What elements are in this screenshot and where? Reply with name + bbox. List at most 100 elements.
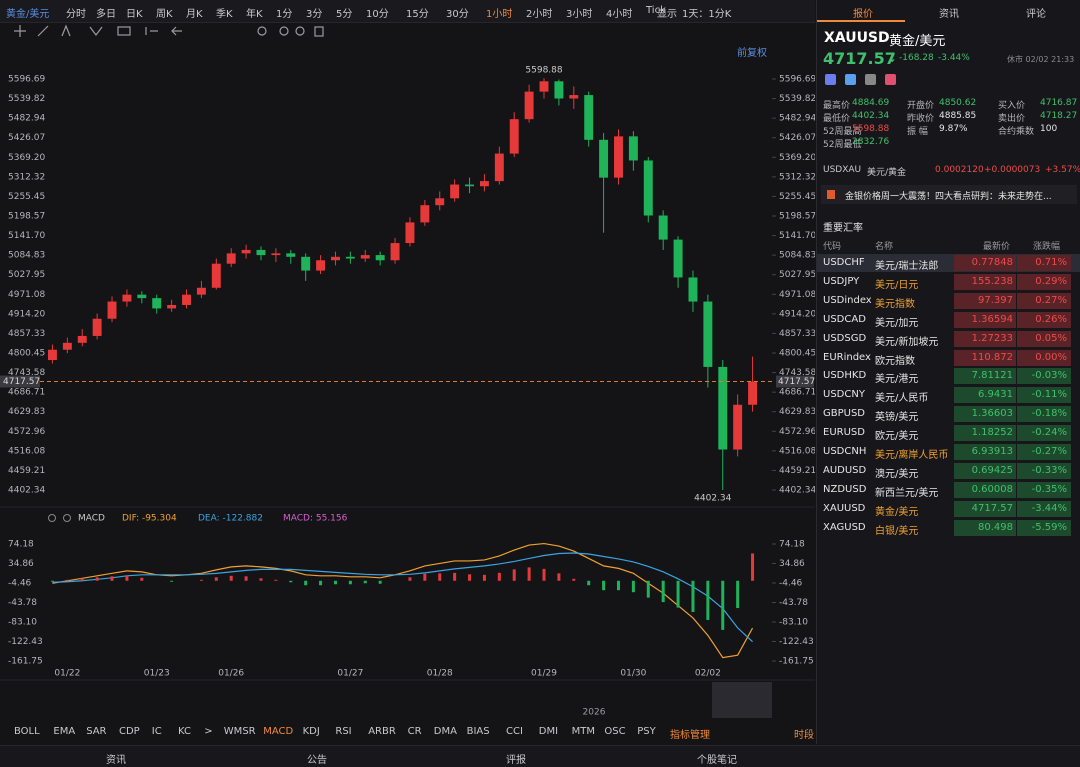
indicator-tab[interactable]: OSC bbox=[604, 726, 626, 737]
row-code[interactable]: USDHKD bbox=[823, 370, 867, 382]
period-tab[interactable]: 1分 bbox=[276, 9, 293, 20]
row-name[interactable]: 美元/新加坡元 bbox=[875, 336, 939, 348]
row-name[interactable]: 美元/港元 bbox=[875, 374, 919, 386]
row-price: 80.498 bbox=[954, 519, 1016, 536]
channel-tool[interactable] bbox=[61, 24, 71, 37]
indicator-manage[interactable]: 指标管理 bbox=[670, 730, 710, 741]
x-tick-label: 01/27 bbox=[337, 669, 363, 679]
period-tab[interactable]: 黄金/美元 bbox=[6, 9, 50, 20]
action-icon[interactable] bbox=[885, 74, 896, 85]
action-icon[interactable] bbox=[845, 74, 856, 85]
measure-tool[interactable] bbox=[145, 27, 158, 35]
move-tool[interactable] bbox=[14, 25, 26, 37]
footer-tab[interactable]: 公告 bbox=[307, 755, 327, 766]
row-code[interactable]: GBPUSD bbox=[823, 408, 866, 420]
action-icon[interactable] bbox=[865, 74, 876, 85]
row-code[interactable]: USDCNH bbox=[823, 446, 867, 457]
period-tab[interactable]: 年K bbox=[246, 9, 263, 20]
indicator-tab[interactable]: CDP bbox=[119, 726, 140, 737]
hide-tool[interactable] bbox=[295, 26, 305, 36]
magnet-tool[interactable] bbox=[257, 26, 267, 36]
row-code[interactable]: NZDUSD bbox=[823, 483, 867, 495]
period-tab[interactable]: 周K bbox=[156, 9, 173, 20]
footer-tab[interactable]: 个股笔记 bbox=[697, 755, 737, 766]
indicator-tab[interactable]: PSY bbox=[637, 726, 656, 737]
row-name[interactable]: 英镑/美元 bbox=[875, 412, 919, 424]
row-code[interactable]: XAGUSD bbox=[823, 521, 866, 533]
row-code[interactable]: EURindex bbox=[823, 351, 871, 363]
panel-tab[interactable]: 资讯 bbox=[939, 9, 959, 20]
period-tab[interactable]: 30分 bbox=[446, 9, 469, 20]
scroll-thumb[interactable] bbox=[712, 682, 772, 718]
indicator-tab[interactable]: > bbox=[204, 726, 213, 737]
row-name[interactable]: 美元/日元 bbox=[875, 279, 919, 291]
period-tab[interactable]: 3分 bbox=[306, 9, 323, 20]
row-code[interactable]: USDJPY bbox=[823, 275, 860, 287]
period-tab[interactable]: 月K bbox=[186, 9, 203, 20]
news[interactable]: 金银价格周一大震荡！四大看点研判：未来走势在... bbox=[845, 192, 1052, 202]
indicator-tab[interactable]: DMA bbox=[433, 726, 457, 737]
arrow-tool[interactable] bbox=[171, 26, 182, 36]
row-code[interactable]: AUDUSD bbox=[823, 464, 867, 476]
period-tab[interactable]: 3小时 bbox=[566, 9, 593, 20]
action-icon[interactable] bbox=[825, 74, 836, 85]
row-code[interactable]: USDSGD bbox=[823, 332, 867, 344]
delete-tool[interactable] bbox=[314, 26, 324, 37]
row-name[interactable]: 白银/美元 bbox=[875, 525, 919, 537]
wave-tool[interactable] bbox=[89, 26, 103, 36]
footer-tab[interactable]: 资讯 bbox=[106, 755, 126, 766]
row-name[interactable]: 美元/瑞士法郎 bbox=[875, 261, 939, 272]
row-code[interactable]: USDCHF bbox=[823, 257, 865, 268]
period-tab[interactable]: 季K bbox=[216, 9, 233, 20]
indicator-tab[interactable]: MTM bbox=[571, 726, 595, 737]
indicator-tab[interactable]: ARBR bbox=[368, 726, 396, 737]
footer-tab[interactable]: 评报 bbox=[506, 755, 526, 766]
chart-mode[interactable]: 前复权 bbox=[737, 48, 767, 59]
indicator-tab[interactable]: MACD bbox=[263, 726, 294, 737]
display-menu[interactable]: 显示 bbox=[657, 9, 677, 20]
period-tab[interactable]: 分时 bbox=[66, 9, 86, 20]
line-tool[interactable] bbox=[37, 25, 49, 37]
period-tab[interactable]: 5分 bbox=[336, 9, 353, 20]
row-name[interactable]: 澳元/美元 bbox=[875, 468, 919, 480]
indicator-tab[interactable]: IC bbox=[151, 726, 162, 737]
period-tab[interactable]: 多日 bbox=[96, 9, 116, 20]
indicator-tab[interactable]: CR bbox=[407, 726, 422, 737]
panel-tab[interactable]: 评论 bbox=[1026, 9, 1046, 20]
indicator-tab[interactable]: BIAS bbox=[466, 726, 490, 737]
period-tab[interactable]: 15分 bbox=[406, 9, 429, 20]
indicator-tab[interactable]: WMSR bbox=[223, 726, 256, 737]
row-name[interactable]: 黄金/美元 bbox=[875, 506, 919, 518]
indicator-tab[interactable]: EMA bbox=[53, 726, 76, 737]
indicator-tab[interactable]: DMI bbox=[538, 726, 559, 737]
row-code[interactable]: USDCAD bbox=[823, 313, 866, 325]
period-tab[interactable]: 1天：1分K bbox=[682, 9, 732, 20]
period-tab[interactable]: 4小时 bbox=[606, 9, 633, 20]
row-code[interactable]: USDindex bbox=[823, 294, 871, 306]
indicator-tab[interactable]: RSI bbox=[335, 726, 352, 737]
row-code[interactable]: XAUUSD bbox=[823, 502, 866, 514]
row-name[interactable]: 美元/加元 bbox=[875, 317, 919, 329]
indicator-tab[interactable]: BOLL bbox=[14, 726, 40, 737]
indicator-tab[interactable]: SAR bbox=[86, 726, 107, 737]
row-code[interactable]: USDCNY bbox=[823, 389, 865, 401]
row-name[interactable]: 美元指数 bbox=[875, 298, 915, 310]
indicator-tab[interactable]: CCI bbox=[506, 726, 523, 737]
row-name[interactable]: 欧元/美元 bbox=[875, 431, 919, 443]
row-code[interactable]: EURUSD bbox=[823, 427, 865, 439]
period-tab[interactable]: 1小时 bbox=[486, 9, 513, 20]
row-name[interactable]: 新西兰元/美元 bbox=[875, 487, 939, 499]
period-tab[interactable]: 10分 bbox=[366, 9, 389, 20]
period-tab[interactable]: Tick bbox=[646, 5, 666, 16]
row-name[interactable]: 美元/人民币 bbox=[875, 393, 929, 405]
indicator-tab[interactable]: KC bbox=[178, 726, 191, 737]
period-tab[interactable]: 日K bbox=[126, 9, 143, 20]
indicator-tab[interactable]: KDJ bbox=[302, 726, 320, 737]
session-tab[interactable]: 时段 bbox=[794, 730, 814, 741]
panel-tab[interactable]: 报价 bbox=[853, 9, 873, 20]
shape-tool[interactable] bbox=[117, 26, 131, 36]
period-tab[interactable]: 2小时 bbox=[526, 9, 553, 20]
lock-tool[interactable] bbox=[279, 26, 289, 36]
row-name[interactable]: 欧元指数 bbox=[875, 355, 915, 367]
row-name[interactable]: 美元/离岸人民币 bbox=[875, 450, 949, 461]
